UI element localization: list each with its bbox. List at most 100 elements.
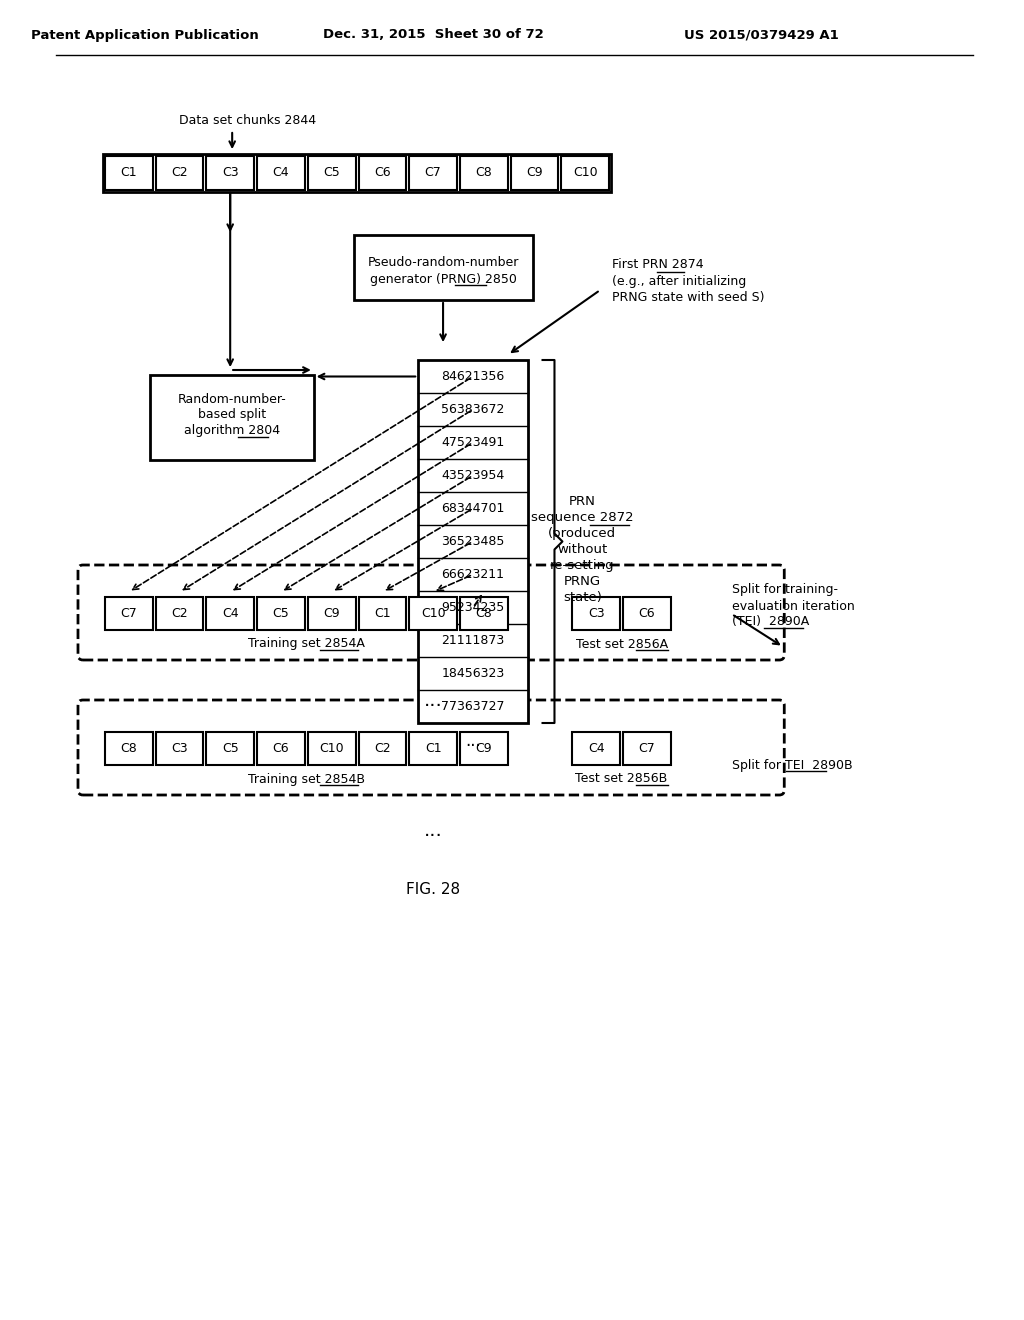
Text: Test set 2856B: Test set 2856B — [575, 772, 668, 785]
Text: C3: C3 — [222, 166, 239, 180]
Text: C5: C5 — [272, 607, 290, 620]
Text: C3: C3 — [171, 742, 187, 755]
Text: C2: C2 — [171, 607, 187, 620]
Text: C7: C7 — [121, 607, 137, 620]
Text: (TEI)  2890A: (TEI) 2890A — [731, 615, 809, 628]
Text: C9: C9 — [324, 607, 340, 620]
Text: generator (PRNG) 2850: generator (PRNG) 2850 — [370, 273, 516, 286]
FancyBboxPatch shape — [206, 156, 254, 190]
Text: 68344701: 68344701 — [441, 502, 505, 515]
Text: Random-number-: Random-number- — [177, 393, 286, 407]
Text: without: without — [557, 543, 607, 556]
Text: C4: C4 — [588, 742, 604, 755]
FancyBboxPatch shape — [206, 597, 254, 630]
Text: FIG. 28: FIG. 28 — [407, 883, 460, 898]
Text: 84621356: 84621356 — [441, 370, 505, 383]
FancyBboxPatch shape — [460, 597, 508, 630]
FancyBboxPatch shape — [104, 733, 153, 766]
Text: C10: C10 — [421, 607, 445, 620]
Text: PRNG state with seed S): PRNG state with seed S) — [612, 292, 765, 305]
Text: C10: C10 — [573, 166, 598, 180]
Text: 56383672: 56383672 — [441, 403, 505, 416]
Text: C1: C1 — [425, 742, 441, 755]
FancyBboxPatch shape — [156, 156, 204, 190]
Text: 95234235: 95234235 — [441, 601, 505, 614]
Text: C5: C5 — [324, 166, 340, 180]
FancyBboxPatch shape — [353, 235, 532, 300]
Text: Dec. 31, 2015  Sheet 30 of 72: Dec. 31, 2015 Sheet 30 of 72 — [323, 29, 544, 41]
FancyBboxPatch shape — [78, 700, 784, 795]
Text: C9: C9 — [526, 166, 543, 180]
Text: evaluation iteration: evaluation iteration — [731, 599, 854, 612]
FancyBboxPatch shape — [572, 597, 621, 630]
FancyBboxPatch shape — [572, 733, 621, 766]
Text: C2: C2 — [171, 166, 187, 180]
FancyBboxPatch shape — [561, 156, 609, 190]
Text: based split: based split — [198, 408, 266, 421]
FancyBboxPatch shape — [206, 733, 254, 766]
FancyBboxPatch shape — [257, 597, 305, 630]
Text: Split for TEI  2890B: Split for TEI 2890B — [731, 759, 852, 771]
FancyBboxPatch shape — [624, 597, 671, 630]
FancyBboxPatch shape — [156, 597, 204, 630]
Text: ...: ... — [424, 821, 442, 840]
Text: 47523491: 47523491 — [441, 436, 505, 449]
Text: C9: C9 — [475, 742, 493, 755]
FancyBboxPatch shape — [257, 156, 305, 190]
Text: Test set 2856A: Test set 2856A — [575, 638, 668, 651]
Text: US 2015/0379429 A1: US 2015/0379429 A1 — [684, 29, 839, 41]
Text: C8: C8 — [475, 607, 493, 620]
Text: Training set 2854B: Training set 2854B — [248, 772, 365, 785]
FancyBboxPatch shape — [156, 733, 204, 766]
Text: C8: C8 — [475, 166, 493, 180]
FancyBboxPatch shape — [624, 733, 671, 766]
FancyBboxPatch shape — [358, 156, 407, 190]
Text: 36523485: 36523485 — [441, 535, 505, 548]
Text: Patent Application Publication: Patent Application Publication — [31, 29, 258, 41]
Text: C4: C4 — [222, 607, 239, 620]
FancyBboxPatch shape — [104, 156, 153, 190]
FancyBboxPatch shape — [104, 597, 153, 630]
FancyBboxPatch shape — [410, 733, 457, 766]
Text: Training set 2854A: Training set 2854A — [248, 638, 365, 651]
Text: PRNG: PRNG — [564, 576, 601, 587]
Text: C10: C10 — [319, 742, 344, 755]
Text: 43523954: 43523954 — [441, 469, 505, 482]
Text: C6: C6 — [374, 166, 391, 180]
Text: C7: C7 — [639, 742, 655, 755]
Text: 77363727: 77363727 — [441, 700, 505, 713]
Text: C4: C4 — [272, 166, 289, 180]
Text: 21111873: 21111873 — [441, 634, 505, 647]
FancyBboxPatch shape — [418, 360, 527, 723]
Text: First PRN 2874: First PRN 2874 — [612, 259, 703, 272]
Text: C6: C6 — [639, 607, 655, 620]
FancyBboxPatch shape — [102, 154, 611, 191]
FancyBboxPatch shape — [308, 597, 355, 630]
Text: Data set chunks 2844: Data set chunks 2844 — [179, 114, 316, 127]
FancyBboxPatch shape — [150, 375, 313, 459]
FancyBboxPatch shape — [257, 733, 305, 766]
Text: 66623211: 66623211 — [441, 568, 505, 581]
Text: Split for training-: Split for training- — [731, 583, 838, 597]
Text: re-setting: re-setting — [550, 558, 614, 572]
Text: (produced: (produced — [548, 527, 616, 540]
FancyBboxPatch shape — [410, 156, 457, 190]
Text: 18456323: 18456323 — [441, 667, 505, 680]
Text: PRN: PRN — [569, 495, 596, 508]
Text: algorithm 2804: algorithm 2804 — [183, 424, 280, 437]
FancyBboxPatch shape — [511, 156, 558, 190]
Text: C2: C2 — [374, 742, 391, 755]
Text: ...: ... — [465, 733, 481, 750]
Text: C5: C5 — [222, 742, 239, 755]
FancyBboxPatch shape — [460, 156, 508, 190]
FancyBboxPatch shape — [308, 156, 355, 190]
FancyBboxPatch shape — [308, 733, 355, 766]
FancyBboxPatch shape — [410, 597, 457, 630]
FancyBboxPatch shape — [78, 565, 784, 660]
Text: C1: C1 — [374, 607, 391, 620]
Text: ...: ... — [424, 690, 442, 710]
Text: state): state) — [563, 591, 602, 605]
FancyBboxPatch shape — [460, 733, 508, 766]
Text: C6: C6 — [272, 742, 289, 755]
Text: C3: C3 — [588, 607, 604, 620]
